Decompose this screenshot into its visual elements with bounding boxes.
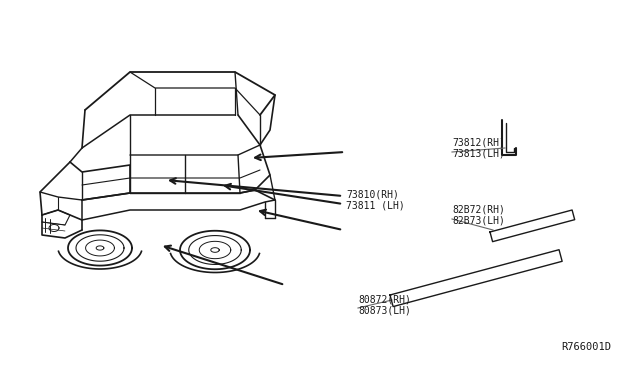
Text: 80872(RH)
80873(LH): 80872(RH) 80873(LH) — [358, 294, 411, 316]
Text: 73812(RH)
73813(LH): 73812(RH) 73813(LH) — [452, 137, 505, 159]
Text: R766001D: R766001D — [561, 341, 611, 352]
Polygon shape — [490, 210, 575, 242]
Text: 73810(RH)
73811 (LH): 73810(RH) 73811 (LH) — [346, 189, 404, 211]
Text: 82B72(RH)
82B73(LH): 82B72(RH) 82B73(LH) — [452, 204, 505, 226]
Polygon shape — [390, 250, 562, 307]
